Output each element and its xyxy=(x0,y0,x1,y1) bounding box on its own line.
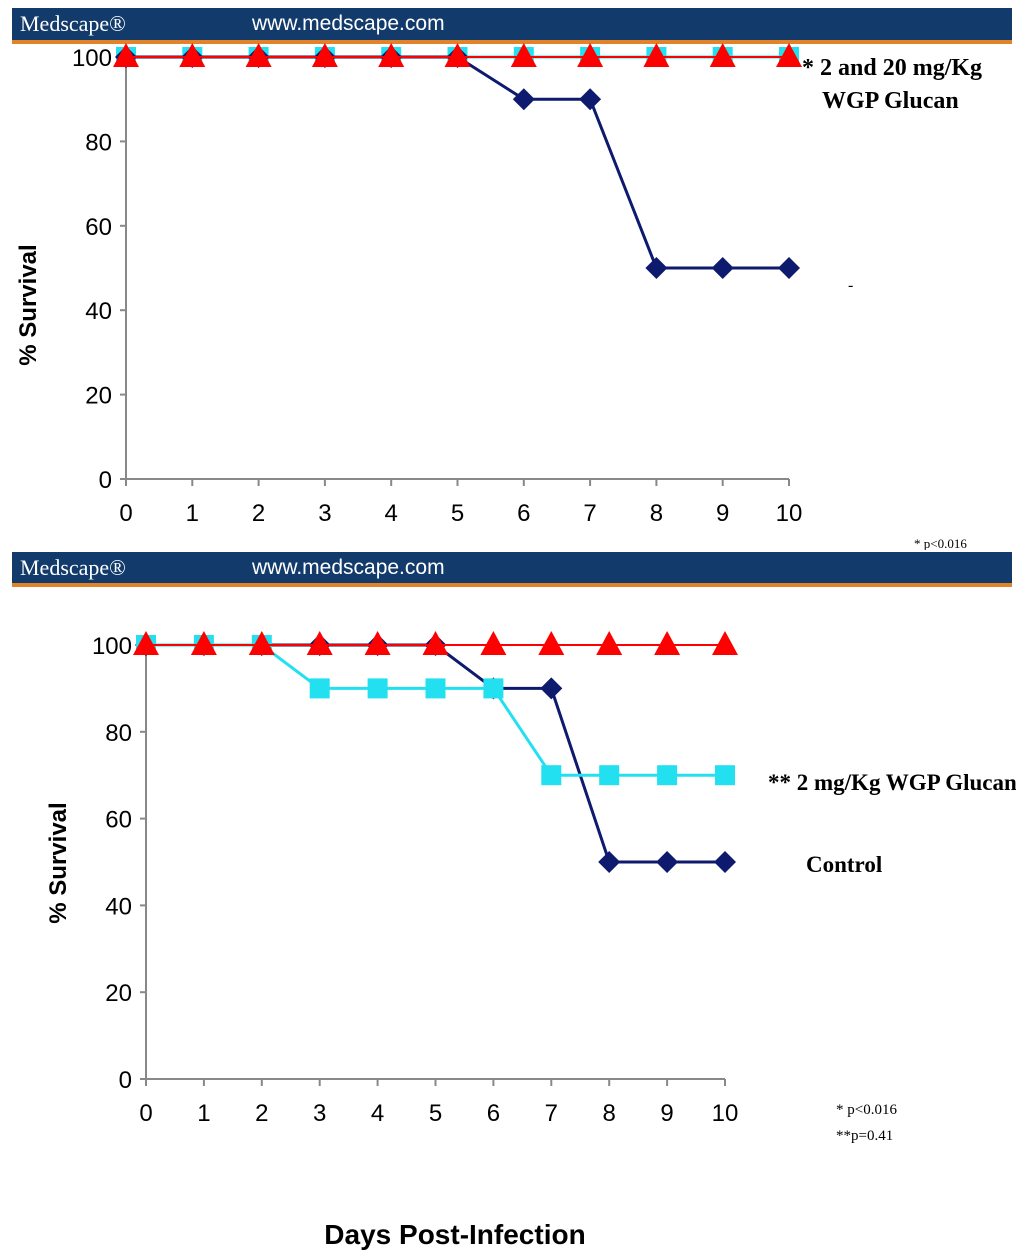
y-tick-label: 20 xyxy=(85,383,112,410)
medscape-logo: Medscape® xyxy=(20,11,126,36)
x-tick-label: 2 xyxy=(255,1100,268,1127)
series-square-point xyxy=(483,678,504,699)
series-diamond-point xyxy=(540,677,563,700)
medscape-logo: Medscape® xyxy=(20,555,126,580)
series-diamond-point xyxy=(645,257,668,279)
series-diamond-point xyxy=(512,88,535,111)
series-triangle-point xyxy=(776,43,802,67)
series-triangle-point xyxy=(113,43,139,67)
chart-1-series xyxy=(113,43,802,279)
x-tick-label: 1 xyxy=(186,500,199,527)
series-diamond-point xyxy=(579,88,602,111)
x-tick-label: 10 xyxy=(776,500,803,527)
series-triangle-point xyxy=(311,43,338,67)
series-triangle-point xyxy=(245,43,272,67)
chart-2-pvalue-1: * p<0.016 xyxy=(836,1102,897,1118)
chart-2-axes: 0 20 40 60 80 100 0 1 2 3 4 5 6 7 8 9 10 xyxy=(92,633,738,1127)
series-square-point xyxy=(715,765,735,786)
medscape-banner-top: Medscape® www.medscape.com xyxy=(12,8,1012,44)
series-triangle-point xyxy=(709,43,736,67)
series-square-point xyxy=(425,678,446,699)
series-triangle-point xyxy=(510,43,537,67)
series-triangle-point xyxy=(248,631,275,655)
series-triangle-point xyxy=(179,43,206,67)
series-diamond-point xyxy=(778,257,800,279)
x-tick-label: 0 xyxy=(139,1100,152,1127)
x-tick-label: 6 xyxy=(517,500,530,527)
series-diamond-point xyxy=(714,851,736,873)
y-tick-label: 80 xyxy=(85,129,112,156)
series-diamond-line xyxy=(146,643,725,864)
series-square-point xyxy=(599,765,620,786)
y-tick-label: 20 xyxy=(105,980,132,1007)
survival-chart-2: 0 20 40 60 80 100 0 1 2 3 4 5 6 7 8 9 10 % Survival ** 2… xyxy=(45,631,1016,1250)
chart-2-xlabel: Days Post-Infection xyxy=(324,1219,585,1250)
series-triangle-point xyxy=(378,43,405,67)
y-tick-label: 60 xyxy=(85,214,112,241)
series-square-point xyxy=(367,678,388,699)
chart-2-legend-low-dose: ** 2 mg/Kg WGP Glucan xyxy=(768,770,1016,795)
chart-2-series xyxy=(133,631,738,873)
x-tick-label: 1 xyxy=(197,1100,210,1127)
x-tick-label: 9 xyxy=(660,1100,673,1127)
series-square-point xyxy=(541,765,562,786)
chart-1-axes: 0 20 40 60 80 100 0 1 2 3 4 5 6 7 8 9 10 xyxy=(72,45,802,527)
chart-1-ylabel: % Survival xyxy=(15,244,42,365)
x-tick-label: 0 xyxy=(119,500,132,527)
survival-chart-1: 0 20 40 60 80 100 0 1 2 3 4 5 6 7 8 9 10 % Survival * 2 … xyxy=(15,43,982,550)
series-diamond-point xyxy=(711,257,734,279)
chart-1-annotation-glucan: WGP Glucan xyxy=(822,88,959,114)
series-triangle-point xyxy=(364,631,391,655)
series-triangle-point xyxy=(596,631,623,655)
x-tick-label: 8 xyxy=(603,1100,616,1127)
series-triangle-point xyxy=(577,43,604,67)
chart-2-legend-control: Control xyxy=(806,852,882,877)
x-tick-label: 4 xyxy=(371,1100,384,1127)
series-triangle-point xyxy=(444,43,471,67)
series-triangle-point xyxy=(643,43,670,67)
x-tick-label: 5 xyxy=(451,500,464,527)
chart-1-annotation-dose: * 2 and 20 mg/Kg xyxy=(802,55,982,81)
series-diamond-line xyxy=(126,55,789,270)
series-square-line xyxy=(146,643,725,777)
medscape-banner-bottom: Medscape® www.medscape.com xyxy=(12,552,1012,587)
series-square-point xyxy=(657,765,678,786)
series-triangle-point xyxy=(133,631,159,655)
y-tick-label: 40 xyxy=(105,893,132,920)
x-tick-label: 9 xyxy=(716,500,729,527)
x-tick-label: 4 xyxy=(385,500,398,527)
x-tick-label: 6 xyxy=(487,1100,500,1127)
x-tick-label: 5 xyxy=(429,1100,442,1127)
y-tick-label: 100 xyxy=(72,45,112,72)
medscape-url[interactable]: www.medscape.com xyxy=(252,556,445,579)
y-tick-label: 60 xyxy=(105,807,132,834)
x-tick-label: 7 xyxy=(583,500,596,527)
chart-2-pvalue-2: **p=0.41 xyxy=(836,1128,893,1144)
series-triangle-point xyxy=(712,631,738,655)
series-triangle-point xyxy=(480,631,507,655)
series-triangle-point xyxy=(654,631,681,655)
chart-1-annotation-dash: - xyxy=(848,277,853,294)
x-tick-label: 7 xyxy=(545,1100,558,1127)
series-diamond-point xyxy=(598,851,621,873)
medscape-url[interactable]: www.medscape.com xyxy=(252,12,445,35)
y-tick-label: 80 xyxy=(105,720,132,747)
y-tick-label: 0 xyxy=(99,467,112,494)
y-tick-label: 100 xyxy=(92,633,132,660)
x-tick-label: 2 xyxy=(252,500,265,527)
chart-2-ylabel: % Survival xyxy=(45,802,72,923)
y-tick-label: 0 xyxy=(119,1067,132,1094)
series-triangle-point xyxy=(306,631,333,655)
x-tick-label: 8 xyxy=(650,500,663,527)
y-tick-label: 40 xyxy=(85,298,112,325)
series-triangle-point xyxy=(422,631,449,655)
series-diamond-point xyxy=(656,851,679,873)
x-tick-label: 3 xyxy=(318,500,331,527)
series-triangle-point xyxy=(538,631,565,655)
series-triangle-point xyxy=(190,631,217,655)
series-square-point xyxy=(309,678,330,699)
x-tick-label: 3 xyxy=(313,1100,326,1127)
x-tick-label: 10 xyxy=(712,1100,739,1127)
chart-1-pvalue: * p<0.016 xyxy=(914,536,967,550)
